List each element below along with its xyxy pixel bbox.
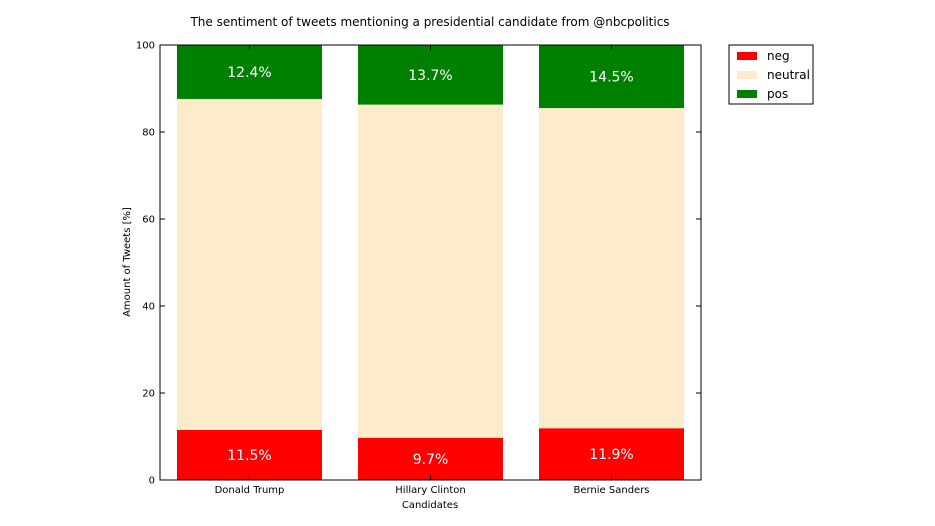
y-tick-label-40: 40 <box>142 302 155 313</box>
bars-group <box>177 45 684 480</box>
data-label-pos-2: 13.7% <box>408 68 452 84</box>
x-tick-label-1: Donald Trump <box>215 485 285 496</box>
bar-neutral-3 <box>539 108 684 429</box>
data-label-neg-1: 11.5% <box>227 448 271 464</box>
legend: neg neutral pos <box>728 44 814 105</box>
data-label-pos-1: 12.4% <box>227 65 271 81</box>
y-tick-label-80: 80 <box>142 128 155 139</box>
legend-label-neg: neg <box>767 49 790 63</box>
bar-pos-1 <box>177 45 322 99</box>
chart-title: The sentiment of tweets mentioning a pre… <box>189 15 669 29</box>
x-tick-label-3: Bernie Sanders <box>573 485 649 496</box>
bar-neg-2 <box>358 437 503 480</box>
bar-neutral-2 <box>358 104 503 438</box>
bar-neg-3 <box>539 428 684 480</box>
y-tick-label-0: 0 <box>149 476 155 487</box>
legend-swatch-pos <box>737 90 757 98</box>
y-tick-label-60: 60 <box>142 215 155 226</box>
y-tick-label-20: 20 <box>142 389 155 400</box>
bar-neg-1 <box>177 429 322 480</box>
bar-neutral-1 <box>177 98 322 430</box>
bar-pos-3 <box>539 45 684 109</box>
data-label-neg-3: 11.9% <box>589 447 633 463</box>
legend-label-neutral: neutral <box>767 68 810 82</box>
y-axis-label: Amount of Tweets [%] <box>122 207 133 317</box>
bar-pos-2 <box>358 45 503 105</box>
data-label-neg-2: 9.7% <box>413 452 449 468</box>
bar-labels-group: 11.5% 12.4% 9.7% 13.7% 11.9% 14.5% <box>227 65 633 468</box>
x-axis-label: Candidates <box>402 500 458 511</box>
y-axis-ticks: 0 20 40 60 80 100 <box>136 41 701 487</box>
legend-label-pos: pos <box>767 87 788 101</box>
x-tick-label-2: Hillary Clinton <box>395 485 465 496</box>
data-label-pos-3: 14.5% <box>589 70 633 86</box>
legend-swatch-neg <box>737 52 757 60</box>
y-tick-label-100: 100 <box>136 41 155 52</box>
x-axis-ticks: Donald Trump Hillary Clinton Bernie Sander… <box>215 45 650 496</box>
legend-swatch-neutral <box>737 71 757 79</box>
